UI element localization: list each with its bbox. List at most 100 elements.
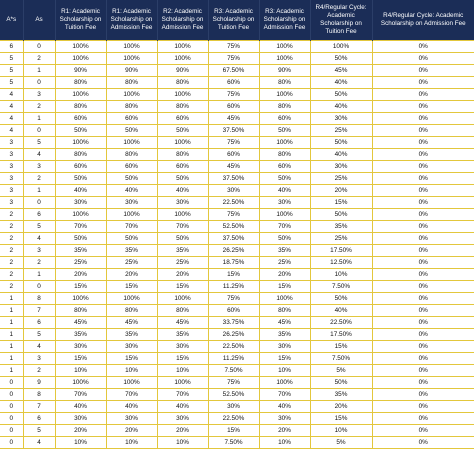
cell-r3-admission: 30%: [258, 412, 311, 425]
cell-r3-tuition: 7.50%: [207, 436, 260, 449]
cell-a-star: 1: [0, 292, 24, 305]
cell-r2-admission: 100%: [156, 52, 209, 65]
cell-r2-admission: 80%: [156, 100, 209, 113]
cell-a: 4: [22, 436, 56, 449]
cell-a: 1: [22, 112, 56, 125]
cell-r2-admission: 50%: [156, 172, 209, 185]
cell-a-star: 0: [0, 424, 24, 437]
table-row: 2 0 15% 15% 15% 11.25% 15% 7.50% 0%: [0, 280, 474, 293]
cell-r1-admission: 25%: [105, 256, 158, 269]
table-row: 2 3 35% 35% 35% 26.25% 35% 17.50% 0%: [0, 244, 474, 257]
cell-r1-admission: 90%: [105, 64, 158, 77]
cell-r3-tuition: 52.50%: [207, 220, 260, 233]
cell-r3-tuition: 15%: [207, 424, 260, 437]
cell-r3-admission: 80%: [258, 304, 311, 317]
cell-r2-admission: 30%: [156, 340, 209, 353]
cell-a: 1: [22, 184, 56, 197]
cell-r3-admission: 20%: [258, 268, 311, 281]
cell-r4-tuition: 20%: [309, 184, 373, 197]
cell-r1-admission: 80%: [105, 148, 158, 161]
table-row: 3 4 80% 80% 80% 60% 80% 40% 0%: [0, 148, 474, 161]
cell-r3-tuition: 75%: [207, 292, 260, 305]
table-row: 1 6 45% 45% 45% 33.75% 45% 22.50% 0%: [0, 316, 474, 329]
cell-r2-admission: 100%: [156, 88, 209, 101]
cell-r4-tuition: 30%: [309, 160, 373, 173]
cell-a-star: 1: [0, 364, 24, 377]
cell-r4-tuition: 7.50%: [309, 352, 373, 365]
cell-a-star: 2: [0, 220, 24, 233]
cell-r4-tuition: 50%: [309, 136, 373, 149]
cell-r3-admission: 20%: [258, 424, 311, 437]
cell-r1-tuition: 100%: [54, 292, 107, 305]
cell-r2-admission: 40%: [156, 400, 209, 413]
cell-r4-admission: 0%: [371, 184, 474, 197]
cell-r1-tuition: 35%: [54, 328, 107, 341]
cell-a-star: 3: [0, 196, 24, 209]
cell-r1-admission: 60%: [105, 160, 158, 173]
cell-r3-tuition: 22.50%: [207, 412, 260, 425]
cell-r4-admission: 0%: [371, 304, 474, 317]
cell-a: 3: [22, 160, 56, 173]
cell-r4-admission: 0%: [371, 196, 474, 209]
header-r3-tuition: R3: Academic Scholarship on Tuition Fee: [207, 0, 259, 41]
cell-a: 2: [22, 364, 56, 377]
cell-r1-admission: 15%: [105, 280, 158, 293]
cell-r3-admission: 60%: [258, 160, 311, 173]
cell-r3-tuition: 22.50%: [207, 196, 260, 209]
cell-a-star: 1: [0, 304, 24, 317]
cell-r4-admission: 0%: [371, 340, 474, 353]
cell-r4-admission: 0%: [371, 388, 474, 401]
cell-a-star: 0: [0, 400, 24, 413]
cell-r1-tuition: 100%: [54, 88, 107, 101]
cell-r4-tuition: 25%: [309, 232, 373, 245]
cell-a: 0: [22, 280, 56, 293]
cell-r3-admission: 40%: [258, 184, 311, 197]
table-row: 3 3 60% 60% 60% 45% 60% 30% 0%: [0, 160, 474, 173]
cell-r1-tuition: 15%: [54, 280, 107, 293]
cell-r3-admission: 40%: [258, 400, 311, 413]
cell-a: 5: [22, 136, 56, 149]
cell-r3-tuition: 60%: [207, 148, 260, 161]
cell-r1-admission: 45%: [105, 316, 158, 329]
cell-a: 6: [22, 208, 56, 221]
cell-a-star: 2: [0, 232, 24, 245]
cell-r3-admission: 30%: [258, 196, 311, 209]
cell-r2-admission: 10%: [156, 436, 209, 449]
cell-r3-tuition: 75%: [207, 376, 260, 389]
cell-a-star: 0: [0, 376, 24, 389]
cell-r4-tuition: 10%: [309, 268, 373, 281]
cell-r3-admission: 70%: [258, 388, 311, 401]
cell-r3-admission: 100%: [258, 208, 311, 221]
table-row: 0 7 40% 40% 40% 30% 40% 20% 0%: [0, 400, 474, 413]
header-r1-tuition: R1: Academic Scholarship on Tuition Fee: [54, 0, 106, 41]
table-row: 2 6 100% 100% 100% 75% 100% 50% 0%: [0, 208, 474, 221]
cell-r4-tuition: 17.50%: [309, 244, 373, 257]
cell-r3-tuition: 37.50%: [207, 232, 260, 245]
table-row: 1 7 80% 80% 80% 60% 80% 40% 0%: [0, 304, 474, 317]
cell-a-star: 1: [0, 316, 24, 329]
cell-r3-tuition: 60%: [207, 100, 260, 113]
cell-a: 3: [22, 244, 56, 257]
cell-r4-admission: 0%: [371, 412, 474, 425]
cell-r1-admission: 100%: [105, 52, 158, 65]
table-row: 0 5 20% 20% 20% 15% 20% 10% 0%: [0, 424, 474, 437]
cell-r4-tuition: 10%: [309, 424, 373, 437]
cell-a-star: 3: [0, 136, 24, 149]
cell-r4-admission: 0%: [371, 64, 474, 77]
cell-r4-tuition: 45%: [309, 64, 373, 77]
cell-r3-tuition: 11.25%: [207, 352, 260, 365]
cell-a-star: 2: [0, 244, 24, 257]
cell-r4-tuition: 40%: [309, 100, 373, 113]
cell-r4-tuition: 100%: [309, 40, 373, 53]
cell-r1-tuition: 80%: [54, 100, 107, 113]
header-a-star-count: A*s: [0, 0, 23, 41]
table-row: 0 9 100% 100% 100% 75% 100% 50% 0%: [0, 376, 474, 389]
cell-r4-tuition: 50%: [309, 376, 373, 389]
cell-a-star: 3: [0, 148, 24, 161]
cell-a: 2: [22, 172, 56, 185]
cell-r1-admission: 80%: [105, 100, 158, 113]
cell-r4-admission: 0%: [371, 148, 474, 161]
table-row: 5 2 100% 100% 100% 75% 100% 50% 0%: [0, 52, 474, 65]
